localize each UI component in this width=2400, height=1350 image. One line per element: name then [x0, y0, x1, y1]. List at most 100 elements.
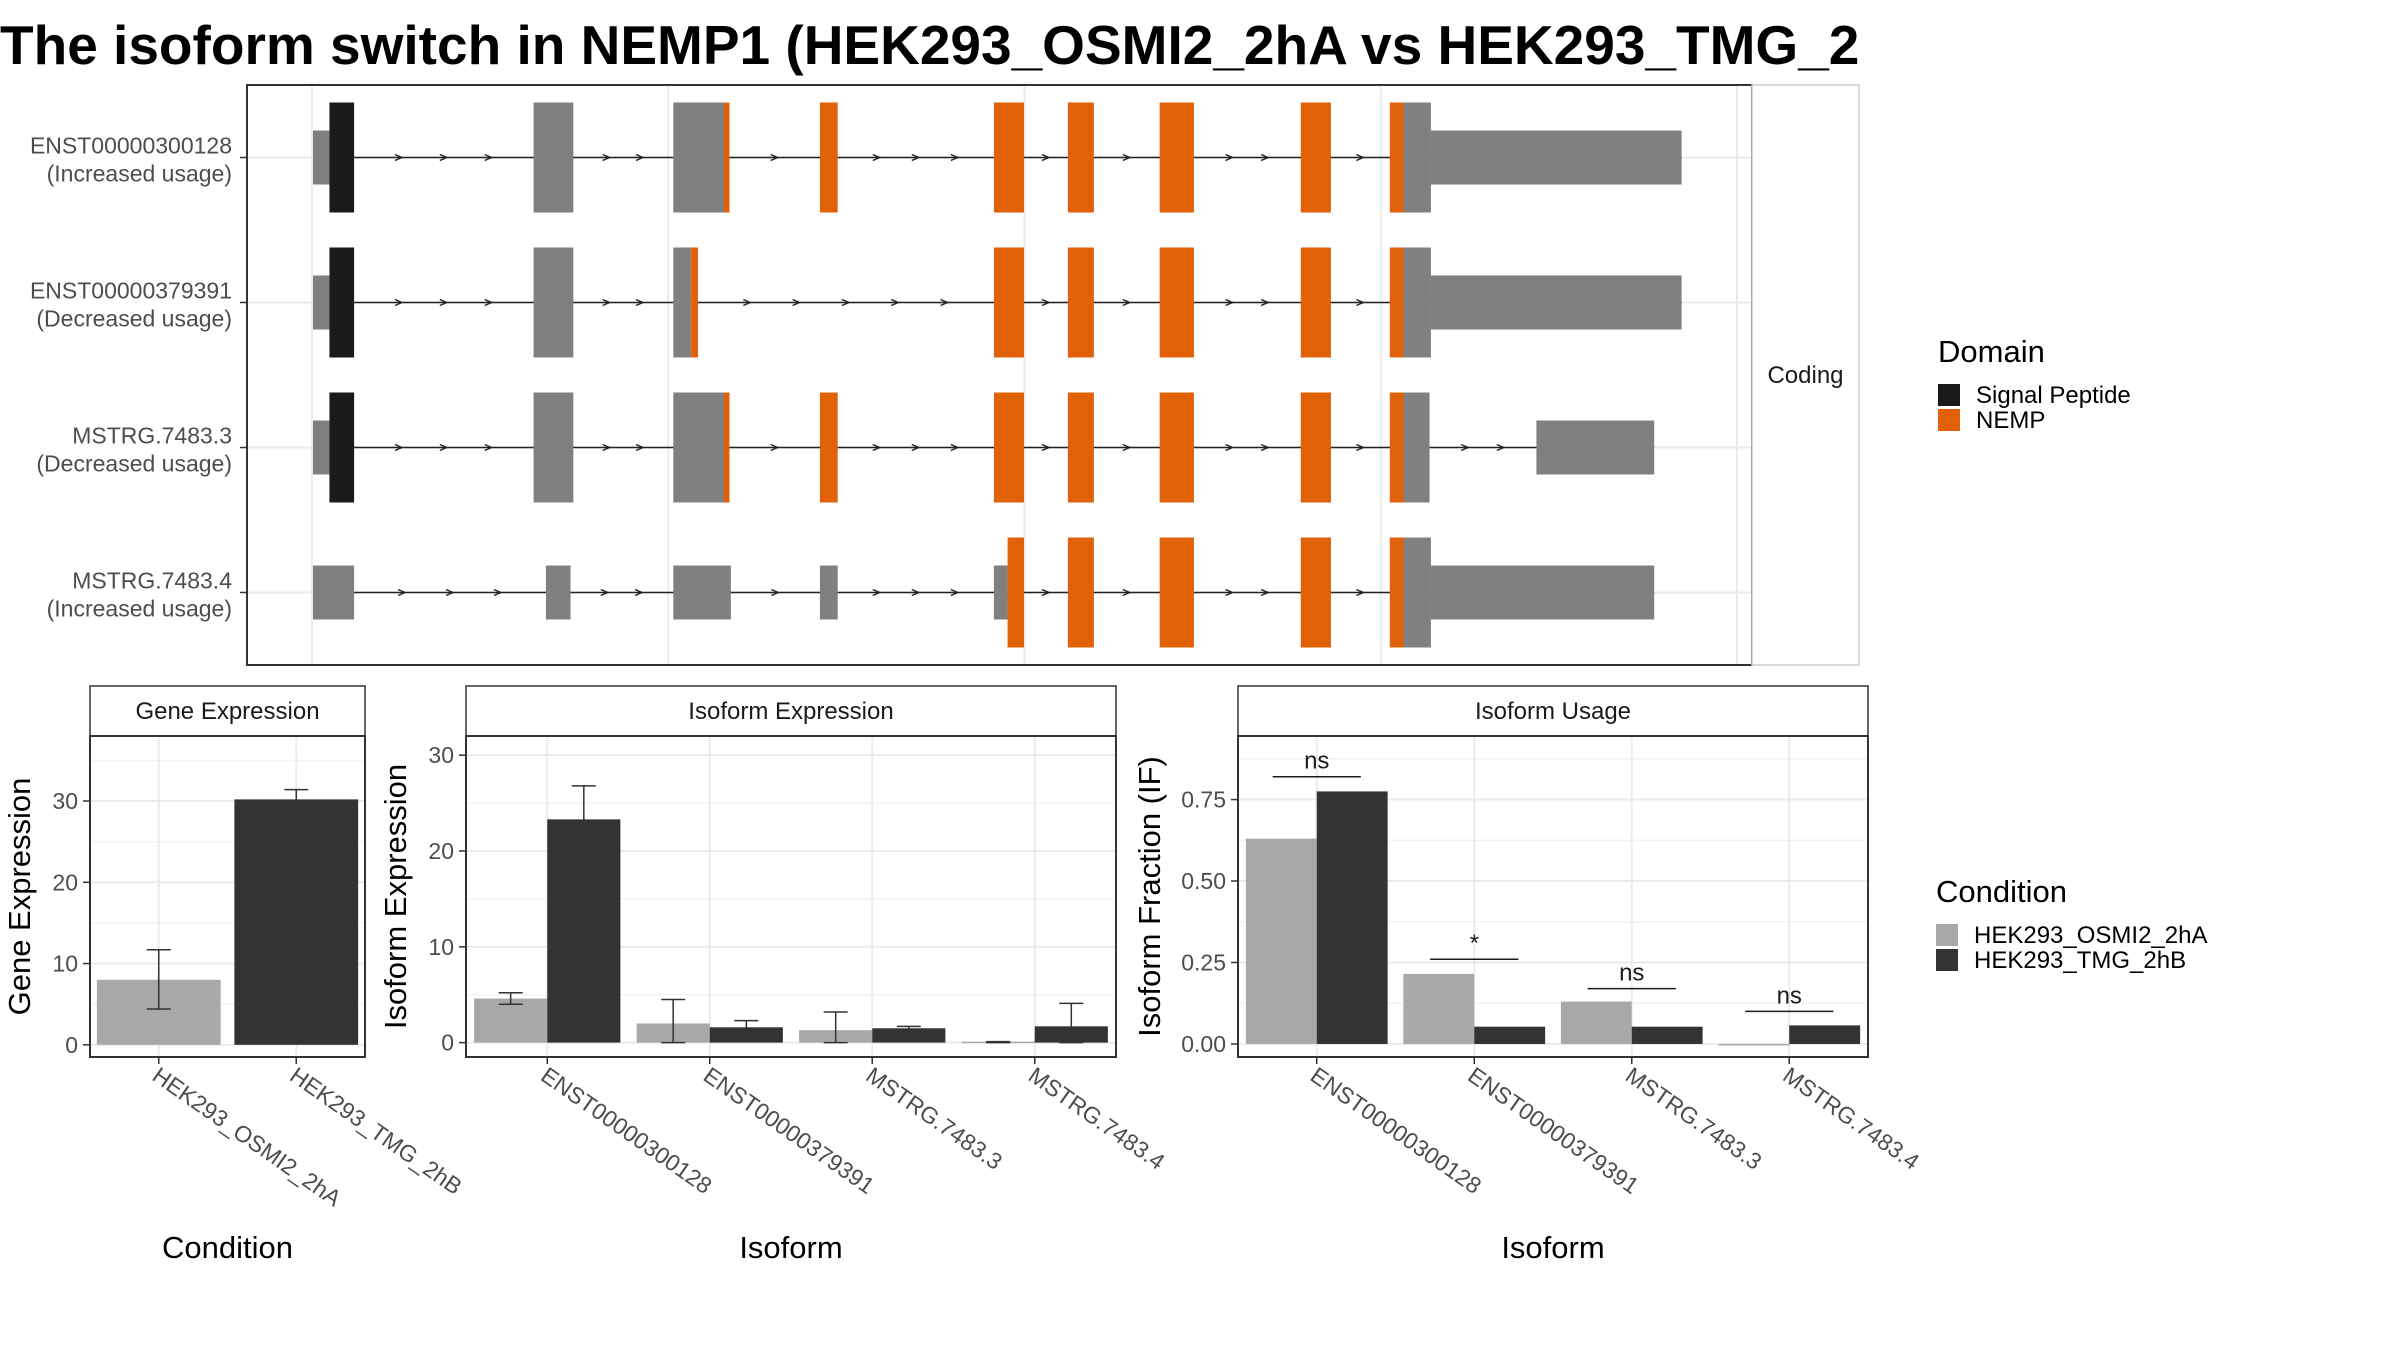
nemp-block [1300, 392, 1331, 503]
utr-block [1430, 130, 1682, 185]
exon-block [1403, 392, 1430, 503]
transcript-row [313, 392, 1655, 503]
isoform-expression-panel: Isoform Expression 0 10 20 30 ENST00000300128… [378, 685, 1170, 1265]
intron-arrow [1460, 443, 1470, 452]
exon-block [533, 102, 574, 213]
intron-arrow [950, 588, 960, 597]
y-tick-label: 20 [428, 838, 454, 864]
exon-block [533, 247, 574, 358]
panel-border [89, 735, 366, 1058]
y-tick-label: 30 [428, 742, 454, 768]
intron-arrow [602, 153, 612, 162]
significance-label: ns [1619, 960, 1644, 987]
nemp-block [1389, 537, 1404, 648]
nemp-block [1389, 102, 1404, 213]
panel-strip [1237, 685, 1869, 737]
intron-arrow [743, 298, 753, 307]
bar [1316, 791, 1388, 1044]
intron-arrow [1356, 588, 1366, 597]
exon-block [673, 247, 692, 358]
intron-arrow [841, 298, 851, 307]
legend-title: Condition [1936, 874, 2067, 909]
nemp-block [1007, 537, 1025, 648]
x-tick-label: MSTRG.7483.4 [1778, 1062, 1924, 1175]
intron-arrow [1122, 153, 1132, 162]
bar [1789, 1025, 1861, 1044]
intron-arrow [1260, 443, 1270, 452]
exon-block [533, 392, 574, 503]
utr-block [1430, 565, 1655, 620]
y-tick-label: 10 [52, 951, 78, 977]
x-axis-title: Isoform [1501, 1230, 1604, 1265]
intron-arrow [911, 153, 921, 162]
bar [872, 1028, 946, 1043]
x-tick-label: MSTRG.7483.4 [1024, 1062, 1170, 1175]
intron-arrow [600, 588, 610, 597]
intron-arrow [439, 443, 449, 452]
intron-arrow [1041, 298, 1051, 307]
nemp-block [1067, 102, 1094, 213]
bar [709, 1027, 783, 1043]
intron-arrow [394, 298, 404, 307]
intron-arrow [394, 153, 404, 162]
intron-arrow [1356, 153, 1366, 162]
nemp-block [1300, 537, 1331, 648]
intron-arrow [770, 443, 780, 452]
x-tick-label: ENST00000300128 [536, 1062, 716, 1199]
transcript-row [313, 537, 1655, 648]
bar [234, 799, 359, 1045]
y-tick-label: 0.50 [1181, 868, 1226, 894]
intron-arrow [1122, 588, 1132, 597]
intron-arrow [484, 153, 494, 162]
nemp-block [1389, 247, 1404, 358]
bar [1631, 1026, 1703, 1044]
nemp-block [1067, 247, 1094, 358]
bar [1718, 1043, 1790, 1046]
utr-block [313, 565, 355, 620]
intron-arrow [1496, 443, 1506, 452]
intron-arrow [1041, 153, 1051, 162]
intron-arrow [439, 153, 449, 162]
exon-block [673, 102, 729, 213]
nemp-block [724, 102, 730, 213]
facet-strip-label: Coding [1767, 362, 1843, 389]
intron-arrow [445, 588, 455, 597]
intron-arrow [792, 298, 802, 307]
y-axis-title: Isoform Fraction (IF) [1132, 756, 1167, 1037]
signal_peptide-block [329, 102, 355, 213]
x-tick-label: MSTRG.7483.3 [861, 1062, 1007, 1175]
transcript-label: MSTRG.7483.4 [72, 568, 232, 594]
intron-arrow [493, 588, 503, 597]
panel-border [465, 735, 1117, 1058]
nemp-block [1159, 102, 1194, 213]
y-tick-label: 0 [65, 1032, 78, 1058]
legend-key [1936, 949, 1958, 971]
intron-arrow [872, 443, 882, 452]
intron-arrow [771, 588, 781, 597]
transcript-label: ENST00000300128 [30, 133, 232, 159]
bar [474, 998, 548, 1043]
intron-arrow [394, 443, 404, 452]
intron-arrow [1041, 443, 1051, 452]
isoform-usage-panel: Isoform Usage 0.00 0.25 0.50 0.75 ENST0000030… [1132, 685, 1924, 1265]
intron-arrow [635, 443, 645, 452]
facet-strip [1751, 84, 1860, 666]
intron-arrow [1041, 588, 1051, 597]
intron-arrow [484, 298, 494, 307]
y-tick-label: 0.75 [1181, 787, 1226, 813]
nemp-block [1159, 537, 1194, 648]
exon-block [1403, 102, 1431, 213]
y-tick-label: 0.25 [1181, 949, 1226, 975]
legend-label: Signal Peptide [1976, 382, 2131, 409]
nemp-block [993, 247, 1025, 358]
intron-arrow [634, 588, 644, 597]
x-tick-label: ENST00000379391 [1463, 1062, 1643, 1199]
x-axis-title: Isoform [739, 1230, 842, 1265]
intron-arrow [1260, 298, 1270, 307]
nemp-block [1159, 392, 1194, 503]
intron-arrow [484, 443, 494, 452]
x-tick-label: ENST00000379391 [699, 1062, 879, 1199]
nemp-block [691, 247, 698, 358]
